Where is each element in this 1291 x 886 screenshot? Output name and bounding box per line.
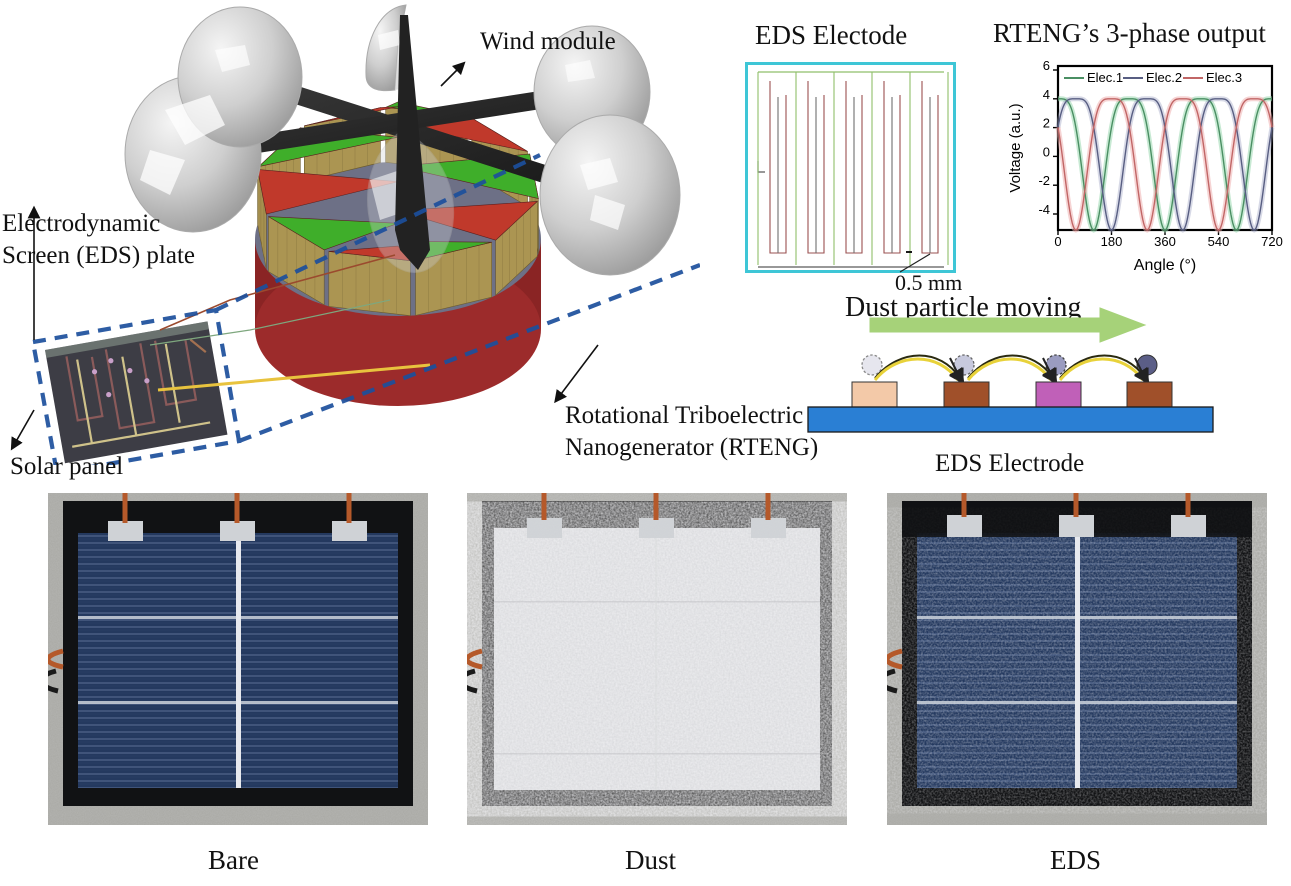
svg-text:Elec.1: Elec.1 xyxy=(1087,70,1123,85)
svg-text:4: 4 xyxy=(1043,87,1050,102)
svg-text:0: 0 xyxy=(1043,144,1050,159)
svg-text:-2: -2 xyxy=(1038,173,1050,188)
svg-text:360: 360 xyxy=(1154,234,1176,249)
svg-text:-4: -4 xyxy=(1038,202,1050,217)
svg-text:2: 2 xyxy=(1043,116,1050,131)
svg-text:Elec.3: Elec.3 xyxy=(1206,70,1242,85)
svg-text:180: 180 xyxy=(1101,234,1123,249)
svg-text:6: 6 xyxy=(1043,58,1050,73)
svg-text:540: 540 xyxy=(1208,234,1230,249)
svg-text:Elec.2: Elec.2 xyxy=(1146,70,1182,85)
svg-text:Voltage (a.u.): Voltage (a.u.) xyxy=(1007,103,1024,192)
svg-text:720: 720 xyxy=(1261,234,1283,249)
svg-text:0: 0 xyxy=(1054,234,1061,249)
svg-text:Angle (°): Angle (°) xyxy=(1134,257,1196,274)
